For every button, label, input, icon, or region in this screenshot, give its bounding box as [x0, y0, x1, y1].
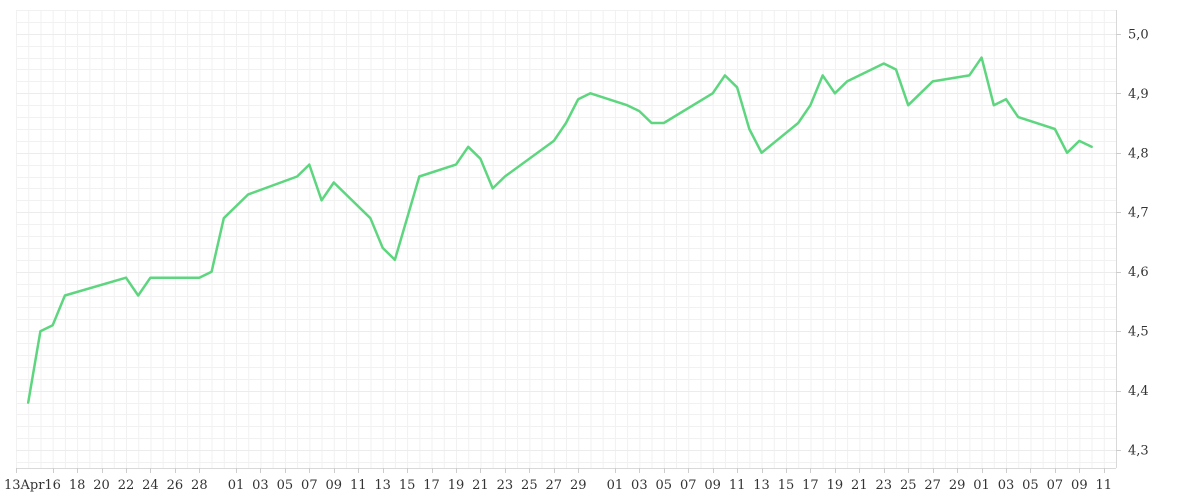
- y-tick-label: 4,3: [1128, 444, 1149, 459]
- x-tick-label: 01: [228, 478, 245, 493]
- y-tick-label: 4,7: [1128, 206, 1149, 221]
- x-tick-label: 18: [69, 478, 86, 493]
- x-tick-label: 17: [802, 478, 819, 493]
- x-tick-label: 07: [680, 478, 697, 493]
- x-tick-label: 05: [1022, 478, 1039, 493]
- x-tick-label: 09: [1071, 478, 1088, 493]
- x-tick-label: 19: [448, 478, 465, 493]
- x-tick-label: 26: [167, 478, 184, 493]
- x-tick-label: 19: [827, 478, 844, 493]
- x-tick-label: 07: [301, 478, 318, 493]
- x-tick-label: 15: [778, 478, 795, 493]
- x-tick-label: 11: [350, 478, 367, 493]
- y-tick-label: 4,8: [1128, 146, 1149, 161]
- x-tick-label: 05: [277, 478, 294, 493]
- x-tick-label: 23: [497, 478, 514, 493]
- x-tick-label: 13Apr: [4, 478, 45, 493]
- x-tick-label: 21: [851, 478, 868, 493]
- x-tick-label: 07: [1047, 478, 1064, 493]
- x-tick-label: 09: [704, 478, 721, 493]
- y-tick-label: 4,4: [1128, 384, 1149, 399]
- x-tick-label: 13: [374, 478, 391, 493]
- x-tick-label: 03: [998, 478, 1015, 493]
- x-tick-label: 03: [252, 478, 269, 493]
- x-tick-label: 28: [191, 478, 208, 493]
- x-tick-label: 03: [631, 478, 648, 493]
- x-tick-label: 27: [546, 478, 563, 493]
- x-tick-label: 15: [399, 478, 416, 493]
- x-tick-label: 25: [900, 478, 917, 493]
- y-tick-label: 5,0: [1128, 27, 1149, 42]
- x-tick-label: 21: [472, 478, 489, 493]
- y-tick-label: 4,9: [1128, 87, 1149, 102]
- x-tick-label: 27: [924, 478, 941, 493]
- x-tick-label: 25: [521, 478, 538, 493]
- x-tick-label: 01: [973, 478, 990, 493]
- x-tick-label: 23: [876, 478, 893, 493]
- x-tick-label: 20: [93, 478, 110, 493]
- x-tick-label: 05: [656, 478, 673, 493]
- x-tick-label: 17: [423, 478, 440, 493]
- x-tick-label: 29: [949, 478, 966, 493]
- x-tick-label: 24: [142, 478, 159, 493]
- x-tick-label: 11: [1096, 478, 1113, 493]
- y-axis-ticks: 4,3 4,4 4,5 4,6 4,7 4,8 4,9 5,0: [1116, 27, 1149, 458]
- x-tick-label: 22: [118, 478, 135, 493]
- x-tick-label: 16: [44, 478, 61, 493]
- x-tick-label: 29: [570, 478, 587, 493]
- y-tick-label: 4,6: [1128, 265, 1149, 280]
- x-tick-label: 01: [607, 478, 624, 493]
- y-tick-label: 4,5: [1128, 325, 1149, 340]
- x-tick-label: 11: [729, 478, 746, 493]
- x-tick-label: 09: [326, 478, 343, 493]
- x-tick-label: 13: [753, 478, 770, 493]
